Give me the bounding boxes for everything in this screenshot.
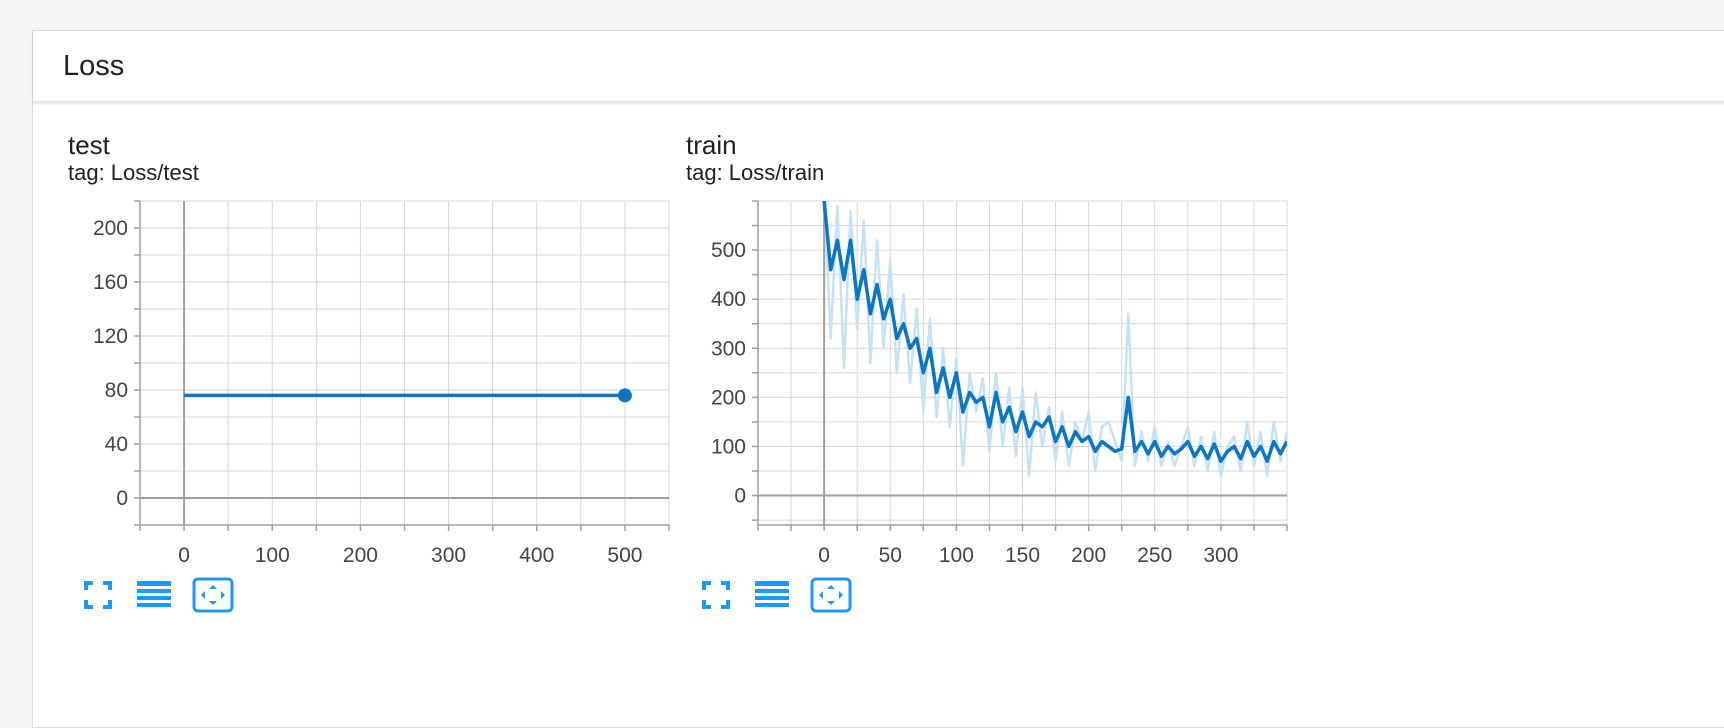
series-group — [822, 201, 1287, 478]
y-tick-label: 100 — [711, 435, 746, 458]
chart-tag: tag: Loss/train — [686, 160, 825, 185]
x-tick-label: 300 — [431, 544, 466, 567]
toggle-log-scale-icon[interactable] — [749, 575, 795, 615]
x-tick-label: 100 — [939, 544, 974, 567]
fullscreen-icon[interactable] — [75, 575, 121, 615]
y-tick-label: 40 — [105, 433, 128, 456]
series-line — [822, 201, 1287, 463]
y-tick-label: 160 — [93, 271, 128, 294]
x-tick-label: 250 — [1137, 544, 1172, 567]
x-tick-label: 0 — [178, 544, 190, 567]
x-tick-label: 100 — [255, 544, 290, 567]
card-header[interactable]: Loss — [33, 31, 1724, 102]
chart-title: test — [68, 130, 110, 160]
x-tick-label: 0 — [818, 544, 830, 567]
chart-tag: tag: Loss/test — [68, 160, 199, 185]
y-tick-label: 400 — [711, 288, 746, 311]
y-tick-label: 0 — [734, 485, 746, 508]
fit-domain-icon[interactable] — [190, 575, 236, 615]
y-tick-label: 80 — [105, 379, 128, 402]
x-tick-label: 500 — [607, 544, 642, 567]
x-tick-label: 150 — [1005, 544, 1040, 567]
fit-domain-icon[interactable] — [808, 575, 854, 615]
x-tick-label: 50 — [879, 544, 902, 567]
loss-card: Loss test tag: Loss/test 0 100 200 300 400 50… — [32, 30, 1724, 728]
y-tick-label: 0 — [116, 487, 128, 510]
section-title: Loss — [63, 50, 125, 82]
x-tick-label: 200 — [343, 544, 378, 567]
y-tick-label: 200 — [711, 386, 746, 409]
fullscreen-icon[interactable] — [693, 575, 739, 615]
x-tick-label: 300 — [1203, 544, 1238, 567]
x-tick-label: 400 — [519, 544, 554, 567]
y-tick-label: 500 — [711, 239, 746, 262]
toggle-log-scale-icon[interactable] — [131, 575, 177, 615]
y-tick-label: 200 — [93, 217, 128, 240]
x-tick-label: 200 — [1071, 544, 1106, 567]
chart-test[interactable]: 0 100 200 300 400 500 0 40 80 120 160 200 — [33, 31, 733, 591]
chart-title: train — [686, 130, 737, 160]
y-tick-label: 300 — [711, 337, 746, 360]
y-tick-label: 120 — [93, 325, 128, 348]
data-point — [617, 388, 632, 403]
